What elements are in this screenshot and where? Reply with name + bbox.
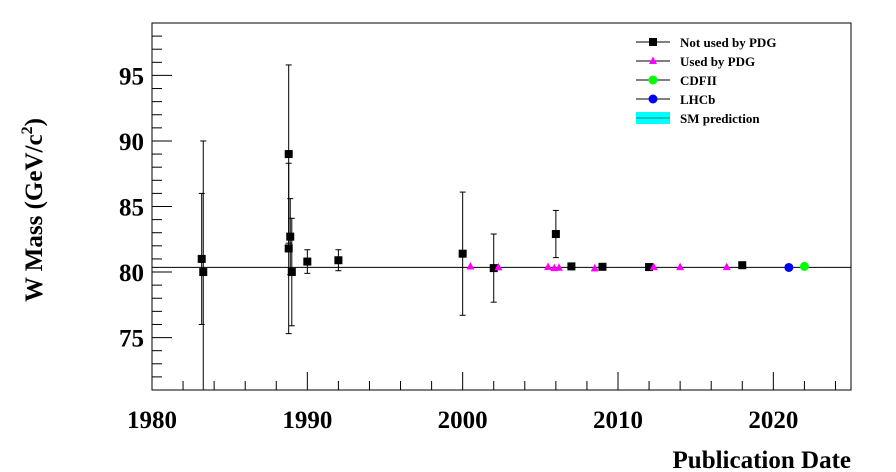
series-cdfii <box>799 261 809 271</box>
y-tick-label: 85 <box>119 195 144 222</box>
data-point-square <box>567 262 576 271</box>
data-point-square <box>286 232 295 241</box>
data-point-square <box>649 38 657 46</box>
y-tick-labels: 75 80 85 90 95 <box>119 63 144 352</box>
y-axis-title: W Mass (GeV/c2) <box>19 118 48 302</box>
y-tick-label: 80 <box>119 260 144 287</box>
legend-item: Not used by PDG <box>636 35 776 50</box>
x-tick-label: 1980 <box>127 407 177 434</box>
data-point-triangle <box>466 262 475 270</box>
legend-label: Not used by PDG <box>680 35 776 50</box>
series-used-by-pdg <box>466 262 731 272</box>
x-tick-label: 2010 <box>593 407 643 434</box>
data-point-circle <box>784 262 794 272</box>
legend-item: LHCb <box>636 92 715 107</box>
legend-label: Used by PDG <box>680 54 755 69</box>
legend-label: SM prediction <box>680 111 760 126</box>
y-tick-label: 95 <box>119 63 144 90</box>
axis-ticks <box>151 22 836 390</box>
data-point-square <box>284 244 293 253</box>
data-point-square <box>284 150 293 159</box>
x-axis-title: Publication Date <box>673 447 851 472</box>
x-tick-label: 1990 <box>282 407 332 434</box>
y-axis-title-close: ) <box>21 118 48 126</box>
legend-label: LHCb <box>680 92 715 107</box>
data-point-square <box>334 256 343 265</box>
data-layer <box>197 64 809 390</box>
y-tick-label: 90 <box>119 129 144 156</box>
data-point-triangle <box>722 262 731 271</box>
x-tick-labels: 1980 1990 2000 2010 2020 <box>127 407 798 434</box>
series-lhcb <box>784 262 794 272</box>
data-point-square <box>303 257 312 266</box>
legend: Not used by PDG Used by PDG CDFII LHCb SM pr… <box>636 35 776 126</box>
data-point-square <box>645 263 654 272</box>
data-point-circle <box>648 75 658 85</box>
data-point-triangle <box>649 262 658 271</box>
data-point-triangle <box>544 262 553 271</box>
data-point-triangle <box>554 263 563 271</box>
data-point-square <box>738 261 747 270</box>
data-point-triangle <box>676 262 685 271</box>
data-point-square <box>598 262 607 271</box>
data-point-square <box>551 230 560 239</box>
data-point-circle <box>648 94 658 104</box>
data-point-circle <box>799 261 809 271</box>
legend-item: SM prediction <box>636 111 760 126</box>
data-point-square <box>287 268 296 277</box>
data-point-square <box>197 254 206 263</box>
plot-frame <box>151 22 852 391</box>
x-tick-label: 2020 <box>748 407 798 434</box>
data-point-triangle <box>494 262 503 271</box>
data-point-square <box>199 268 208 277</box>
y-tick-label: 75 <box>119 326 144 353</box>
legend-item: Used by PDG <box>636 54 755 69</box>
y-axis-title-sup: 2 <box>19 126 36 134</box>
data-point-square <box>489 264 498 273</box>
series-not-used-by-pdg <box>197 64 747 390</box>
data-point-square <box>458 249 467 258</box>
data-point-triangle <box>590 263 599 272</box>
legend-label: CDFII <box>680 73 717 88</box>
x-tick-label: 2000 <box>438 407 488 434</box>
y-axis-title-main: W Mass (GeV/c <box>21 134 48 302</box>
legend-item: CDFII <box>636 73 717 88</box>
data-point-triangle <box>649 56 657 64</box>
